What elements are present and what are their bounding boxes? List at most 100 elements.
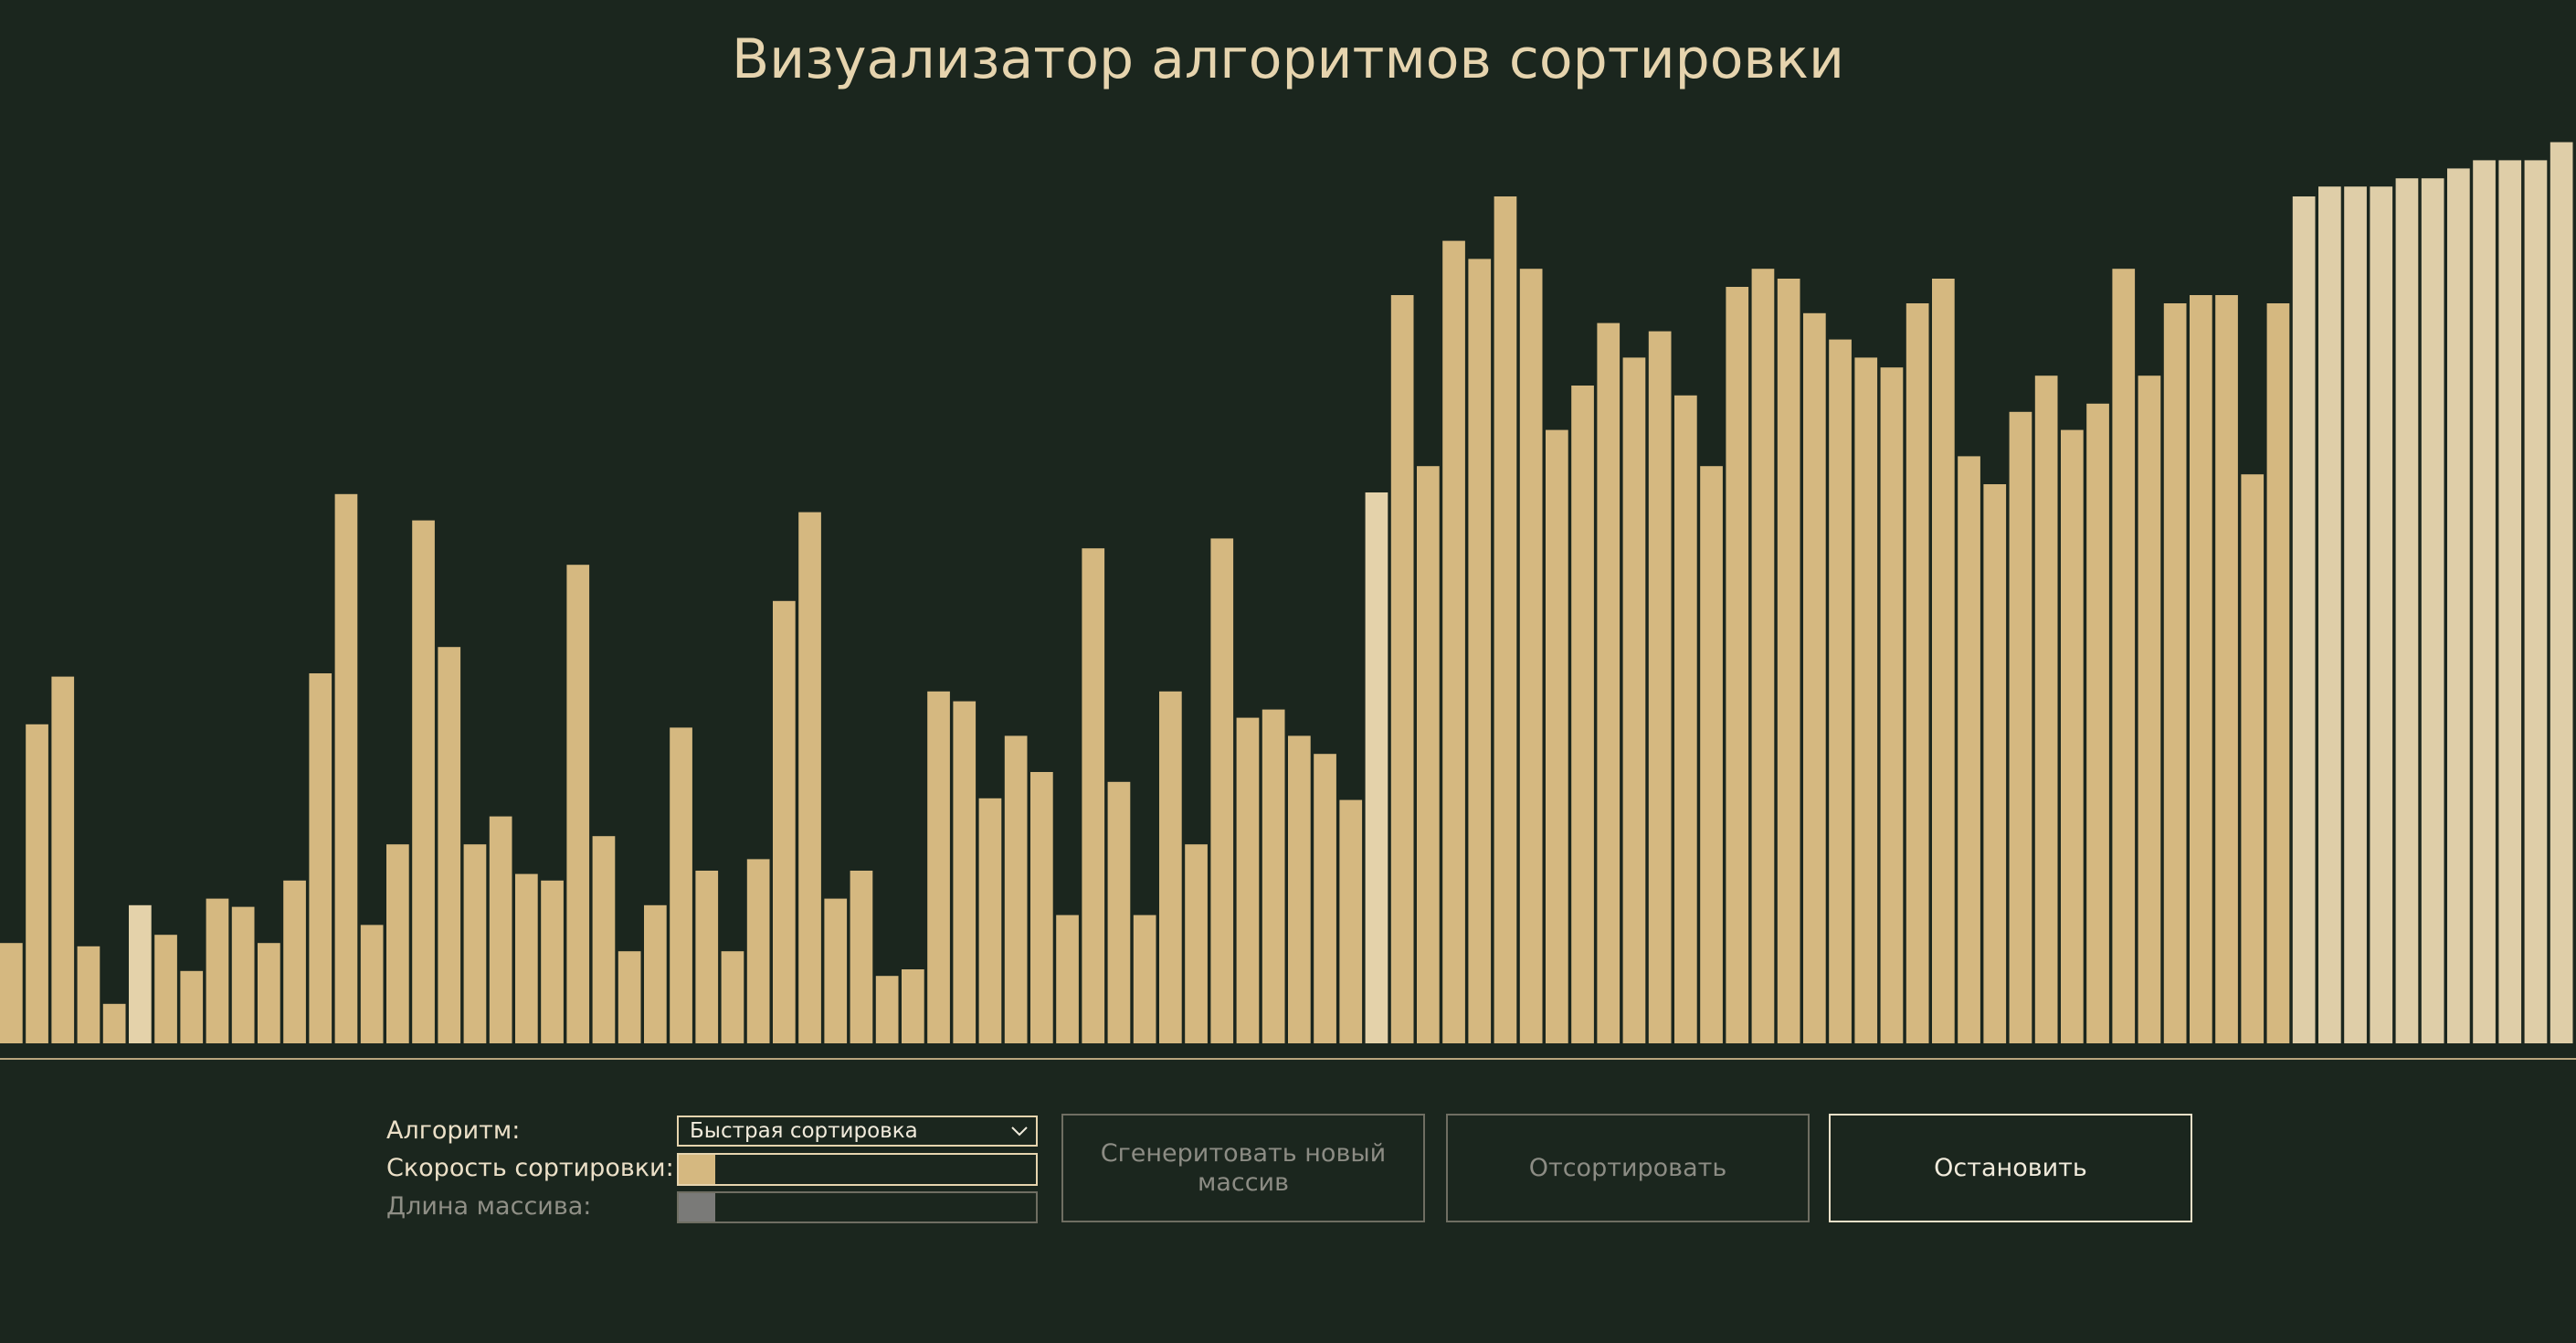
speed-label: Скорость сортировки: [386,1154,674,1182]
separator [0,1058,2576,1060]
array-bar [2395,178,2419,1043]
array-bar [2292,196,2316,1043]
array-bar [154,935,177,1043]
array-bar [541,880,564,1043]
array-bar [1365,492,1388,1043]
array-bar [1082,548,1105,1043]
array-bar [2447,168,2470,1043]
stop-button[interactable]: Остановить [1829,1114,2192,1222]
array-bar [1932,279,1955,1043]
generate-button: Сгенеритовать новый массив [1061,1114,1425,1222]
array-bar [644,904,667,1043]
array-bar [670,727,692,1043]
array-bar [1236,717,1260,1043]
array-bar [309,673,333,1043]
array-bar [412,520,435,1043]
array-bar [102,1003,126,1043]
algorithm-value: Быстрая сортировка [690,1119,918,1143]
array-bar [2473,160,2496,1043]
array-bar [695,871,719,1043]
array-bar [1648,331,1672,1044]
array-bar [566,565,590,1043]
array-bar [1417,466,1440,1043]
array-bar [1288,735,1311,1043]
array-bar [129,904,152,1043]
array-bar [1030,772,1053,1043]
array-bar [2318,186,2341,1043]
array-bar [2498,160,2522,1043]
array-bar [875,976,899,1043]
speed-slider[interactable] [677,1153,1038,1186]
page-title: Визуализатор алгоритмов сортировки [731,27,1845,91]
array-bar [0,943,23,1043]
array-bar [2138,375,2161,1043]
array-bar [489,816,512,1043]
array-bar [1674,395,1697,1043]
array-bar [1159,691,1182,1043]
array-bar [1210,538,1234,1043]
array-bar [1133,915,1156,1043]
array-bar [1803,312,1826,1043]
algorithm-label: Алгоритм: [386,1116,521,1145]
array-bar [902,969,924,1043]
array-bar [2241,474,2265,1043]
array-bar [1854,357,1878,1043]
array-bar [721,951,744,1043]
array-bar [386,844,409,1043]
array-bar [1468,259,1492,1043]
array-bar [978,798,1002,1043]
array-bar [2344,186,2367,1043]
array-bar [953,701,977,1043]
array-bar [51,676,75,1043]
array-bar [1314,754,1336,1043]
array-bar [2266,303,2290,1043]
array-bar [2215,295,2238,1043]
array-bar [824,898,848,1043]
algorithm-select[interactable]: Быстрая сортировка [677,1116,1038,1147]
slider-thumb [679,1193,715,1221]
dropdown-icon [1011,1126,1028,1137]
array-view [0,142,2573,1044]
array-bar [1442,240,1465,1044]
array-bar [618,951,641,1043]
array-bar [1906,303,1929,1043]
array-bar [258,943,280,1043]
array-bar [2112,269,2136,1043]
array-bar [1983,484,2007,1043]
length-label: Длина массива: [386,1192,592,1221]
array-bar [592,836,616,1043]
array-bar [1004,735,1028,1043]
array-bar [773,600,796,1043]
array-bar [927,691,950,1043]
array-bar [1622,357,1646,1043]
array-bar [1751,269,1775,1043]
array-bar [231,906,255,1043]
array-bar [1262,709,1285,1043]
array-bar [1958,456,1980,1043]
array-bar [2061,429,2084,1044]
array-bar [1339,799,1363,1043]
array-bar [26,724,48,1043]
array-bar [206,898,229,1043]
array-bar [515,873,538,1043]
array-bar [283,880,306,1043]
array-bar [2086,403,2109,1043]
array-bar [1777,279,1800,1043]
array-bar [1700,466,1723,1043]
array-bar [1597,323,1621,1044]
array-bar [1726,287,1749,1043]
array-bar [1546,429,1568,1044]
array-bar [850,871,873,1043]
slider-thumb [679,1155,715,1184]
array-bar [2524,160,2548,1043]
array-bar [798,512,821,1043]
array-bar [334,493,358,1043]
array-bar [1829,339,1852,1044]
array-bar [2421,178,2444,1043]
array-bar [746,859,770,1043]
array-bar [438,647,461,1043]
sort-button: Отсортировать [1446,1114,1810,1222]
array-bar [180,970,204,1043]
array-bar [360,925,384,1043]
